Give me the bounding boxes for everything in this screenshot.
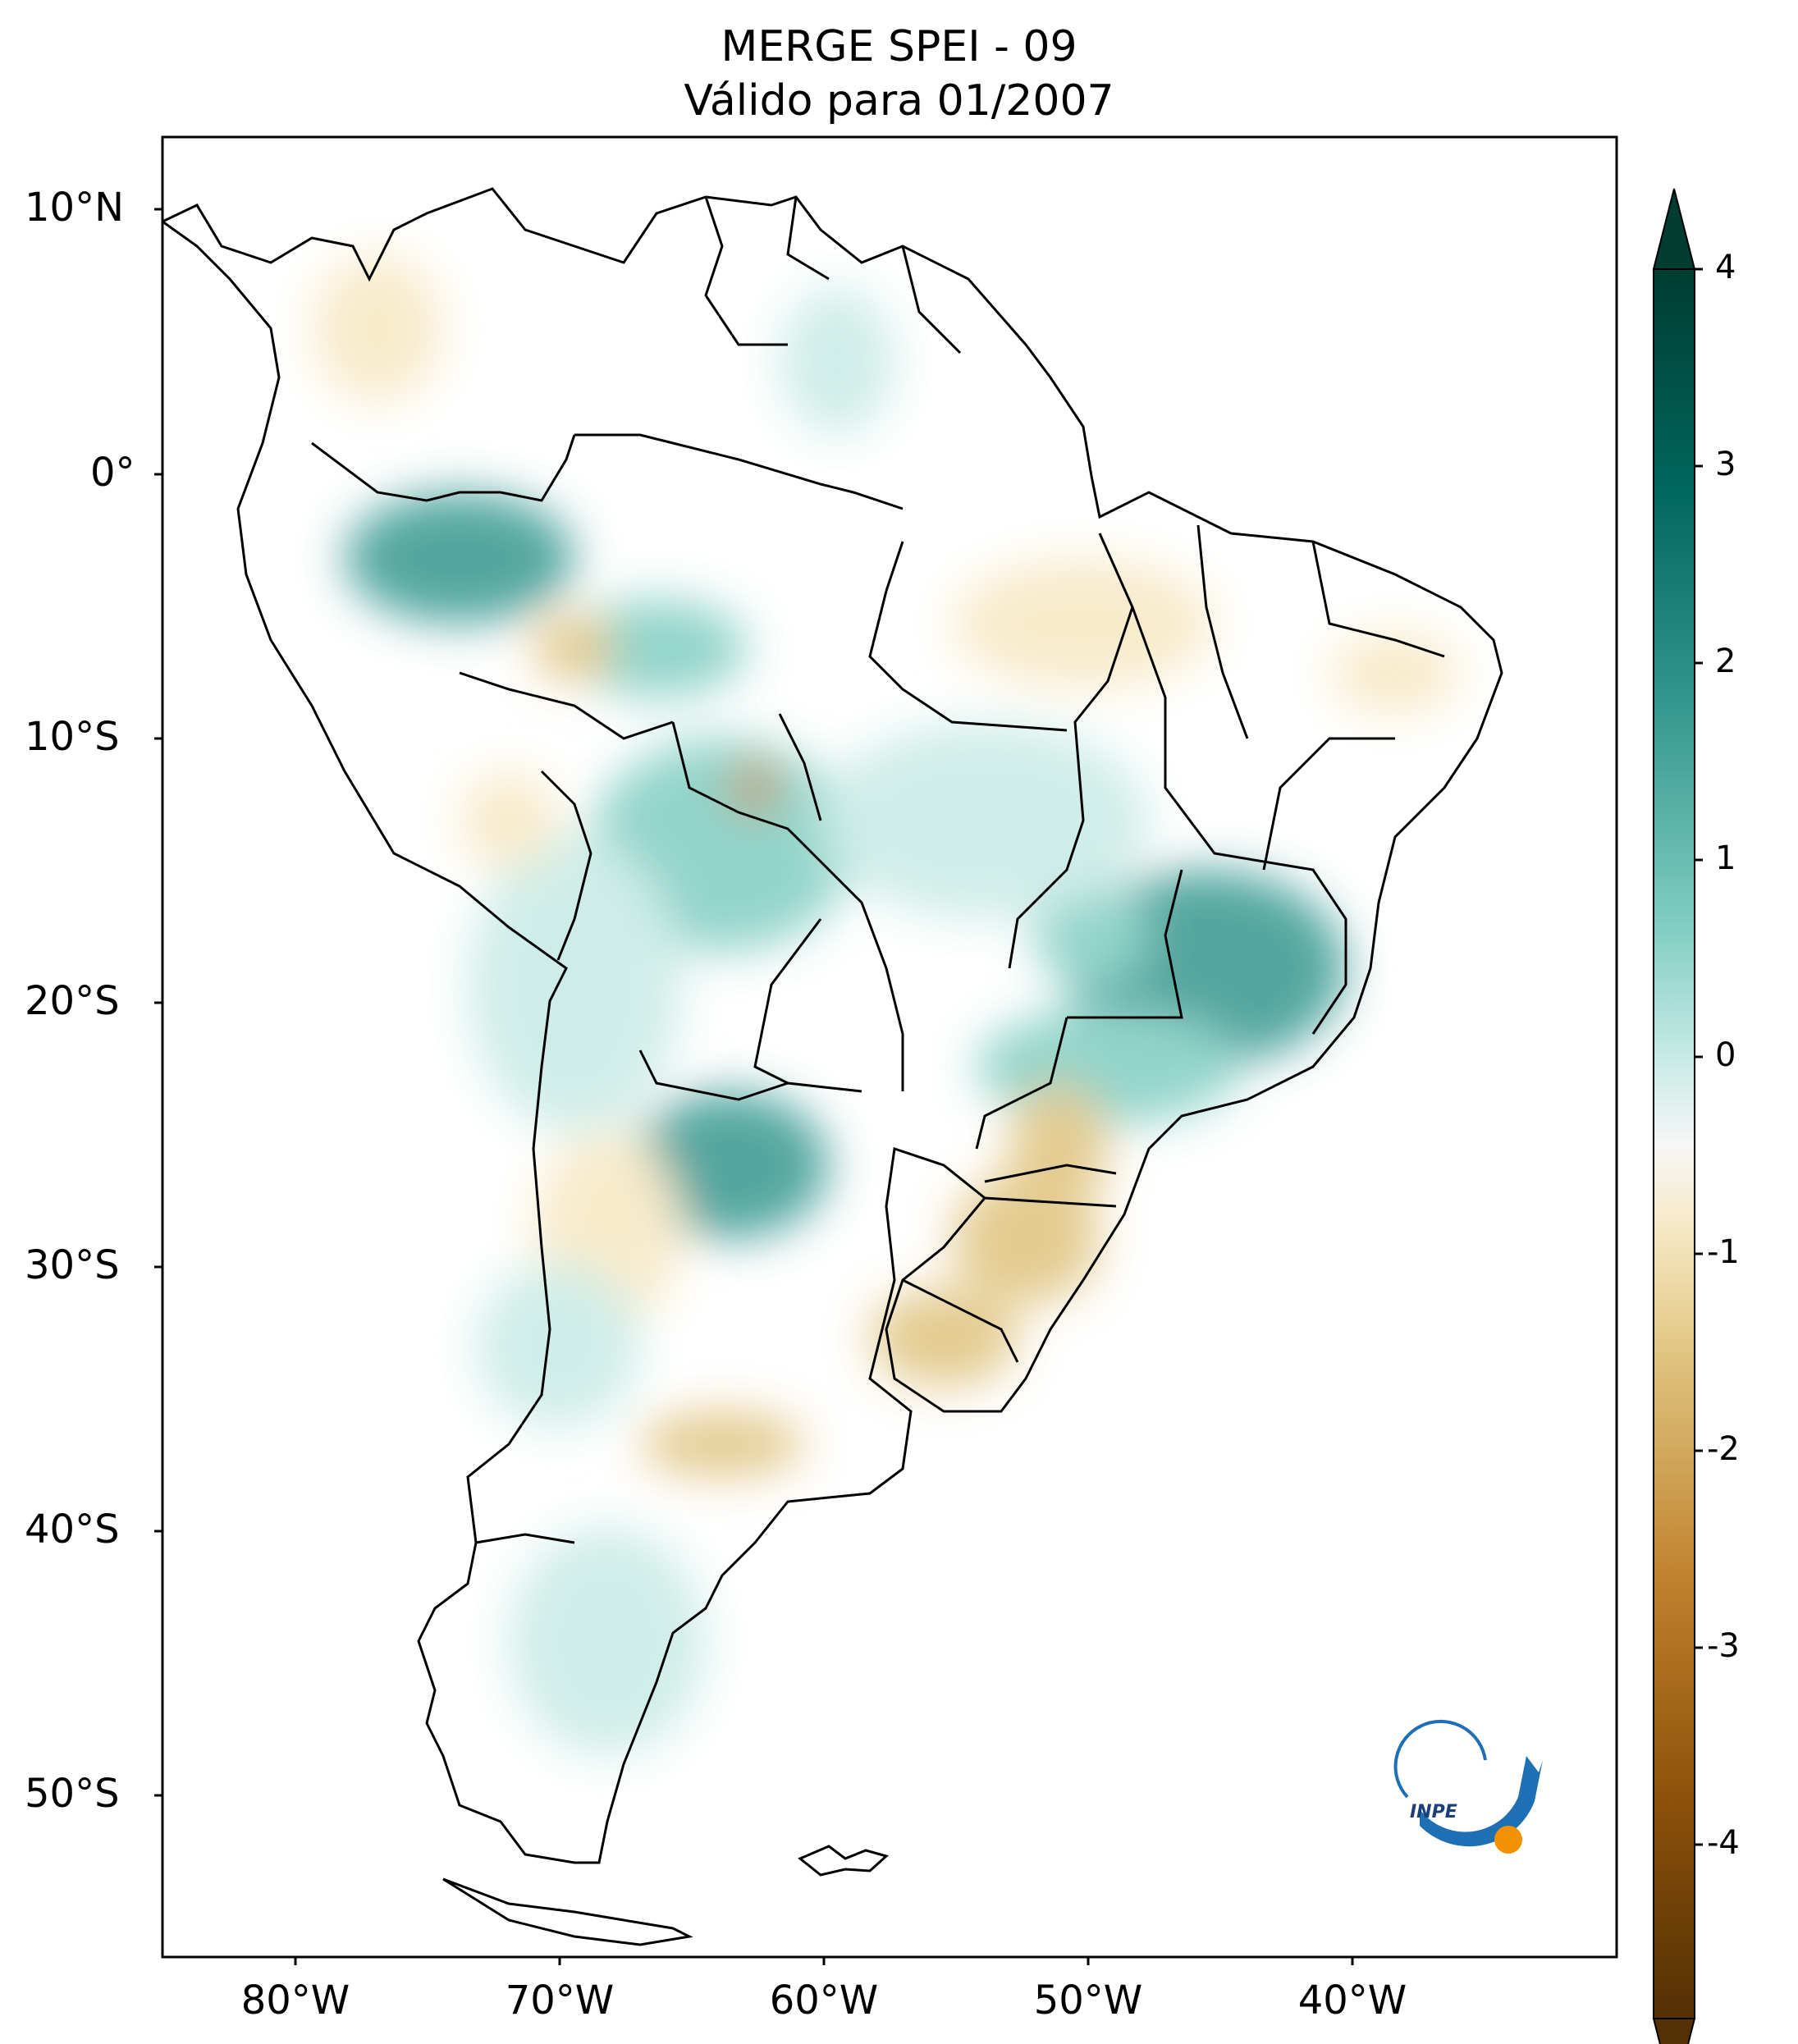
lat-ticks (154, 208, 162, 1797)
tierra-del-fuego (442, 1877, 693, 1946)
anomaly-field (312, 254, 1461, 1756)
colorbar-label-0: 0 (1715, 1036, 1736, 1074)
lon-label-80w: 80°W (240, 1978, 350, 2023)
lat-label-10n: 10°N (25, 185, 124, 231)
colorbar-label-4: 4 (1715, 249, 1736, 286)
lon-label-40w: 40°W (1297, 1978, 1407, 2023)
colorbar-label-1: 1 (1715, 839, 1736, 877)
colorbar-label-2: 2 (1715, 642, 1736, 680)
inpe-logo-text: INPE (1410, 1802, 1457, 1822)
lon-label-70w: 70°W (505, 1978, 615, 2023)
lat-label-10s: 10°S (25, 714, 120, 760)
colorbar-label-neg4: -4 (1707, 1824, 1740, 1862)
map-title: MERGE SPEI - 09 (721, 22, 1077, 71)
colorbar-ticks (1695, 268, 1703, 1846)
map-subtitle: Válido para 01/2007 (684, 76, 1114, 126)
lon-ticks (294, 1957, 1354, 1965)
lat-label-0: 0° (90, 450, 135, 496)
colorbar-extend-min (1652, 2018, 1696, 2044)
colorbar-label-neg3: -3 (1707, 1627, 1740, 1665)
borders (311, 196, 1445, 1544)
lat-label-40s: 40°S (25, 1507, 120, 1552)
colorbar-extend-max (1652, 188, 1696, 270)
inpe-logo: INPE (1393, 1719, 1543, 1854)
map-frame (161, 135, 1618, 1959)
colorbar-bar (1653, 268, 1695, 2019)
lon-label-60w: 60°W (769, 1978, 879, 2023)
colorbar-label-neg2: -2 (1707, 1430, 1740, 1468)
lat-label-30s: 30°S (25, 1242, 120, 1288)
colorbar (1652, 188, 1703, 2044)
colorbar-label-neg1: -1 (1707, 1233, 1740, 1271)
south-america-outline (162, 187, 1503, 1864)
lat-label-20s: 20°S (25, 978, 120, 1024)
colorbar-label-3: 3 (1715, 446, 1736, 483)
lon-label-50w: 50°W (1033, 1978, 1143, 2023)
lat-label-50s: 50°S (25, 1771, 120, 1817)
falkland-islands (798, 1845, 890, 1877)
